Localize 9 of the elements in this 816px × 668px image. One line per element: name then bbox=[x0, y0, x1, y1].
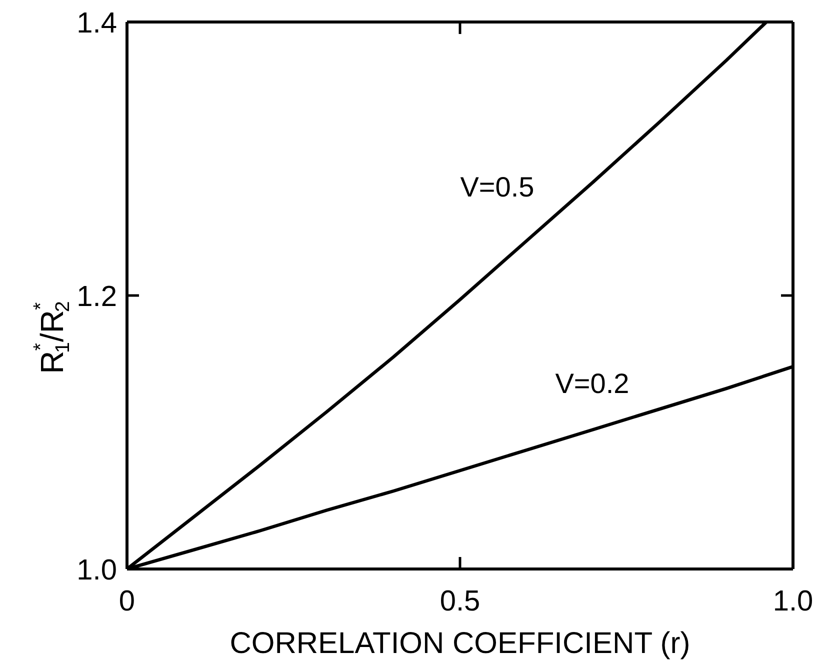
y-tick-label: 1.2 bbox=[76, 280, 117, 313]
x-tick-label: 1.0 bbox=[772, 586, 814, 618]
y-tick-label: 1.4 bbox=[76, 7, 117, 40]
x-axis-title: CORRELATION COEFFICIENT (r) bbox=[230, 626, 690, 660]
y-tick-label: 1.0 bbox=[76, 554, 117, 586]
series-label: V=0.2 bbox=[555, 368, 630, 400]
x-tick-label: 0 bbox=[118, 586, 136, 618]
series-label: V=0.5 bbox=[460, 171, 534, 202]
x-tick-label: 0.5 bbox=[440, 586, 480, 618]
